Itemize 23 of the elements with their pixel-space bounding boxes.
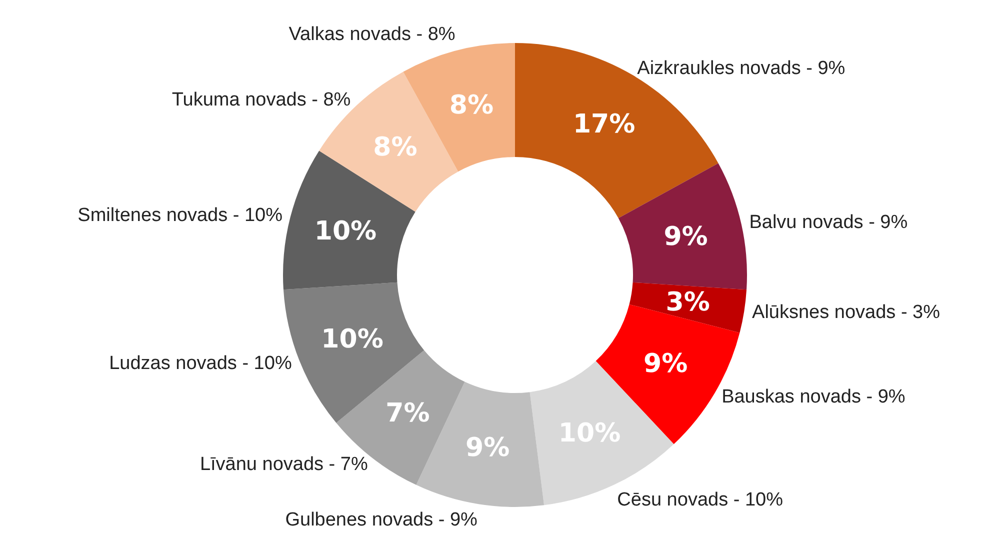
data-label: 9% xyxy=(664,222,708,252)
slice-label: Līvānu novads - 7% xyxy=(200,454,368,476)
slice-label: Tukuma novads - 8% xyxy=(172,90,351,111)
data-label: 10% xyxy=(321,324,384,354)
donut-slice xyxy=(336,350,465,485)
data-label: 17% xyxy=(572,109,636,140)
data-label: 8% xyxy=(373,132,418,162)
data-label: 9% xyxy=(466,432,510,463)
data-label: 7% xyxy=(386,398,430,428)
slice-label: Aizkraukles novads - 9% xyxy=(637,58,846,79)
slice-label: Cēsu novads - 10% xyxy=(617,490,784,511)
slice-label: Gulbenes novads - 9% xyxy=(285,510,478,531)
slice-label: Balvu novads - 9% xyxy=(749,212,908,234)
donut-slice xyxy=(618,163,747,290)
slice-label: Valkas novads - 8% xyxy=(288,24,456,46)
slice-label: Alūksnes novads - 3% xyxy=(752,302,940,324)
slice-label: Smiltenes novads - 10% xyxy=(78,204,283,226)
slice-label: Bauskas novads - 9% xyxy=(722,386,906,408)
data-label: 8% xyxy=(449,90,494,120)
data-label: 9% xyxy=(644,349,688,380)
slice-label: Ludzas novads - 10% xyxy=(109,352,292,374)
data-label: 3% xyxy=(666,287,710,318)
data-label: 10% xyxy=(314,216,377,246)
